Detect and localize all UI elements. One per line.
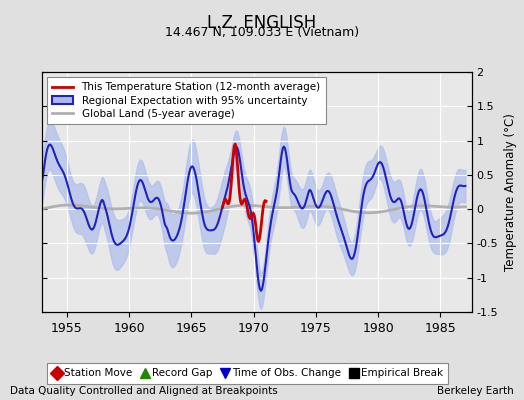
Text: Berkeley Earth: Berkeley Earth bbox=[437, 386, 514, 396]
Text: Data Quality Controlled and Aligned at Breakpoints: Data Quality Controlled and Aligned at B… bbox=[10, 386, 278, 396]
Legend: Station Move, Record Gap, Time of Obs. Change, Empirical Break: Station Move, Record Gap, Time of Obs. C… bbox=[47, 363, 448, 384]
Text: L.Z. ENGLISH: L.Z. ENGLISH bbox=[208, 14, 316, 32]
Y-axis label: Temperature Anomaly (°C): Temperature Anomaly (°C) bbox=[504, 113, 517, 271]
Text: 14.467 N, 109.033 E (Vietnam): 14.467 N, 109.033 E (Vietnam) bbox=[165, 26, 359, 39]
